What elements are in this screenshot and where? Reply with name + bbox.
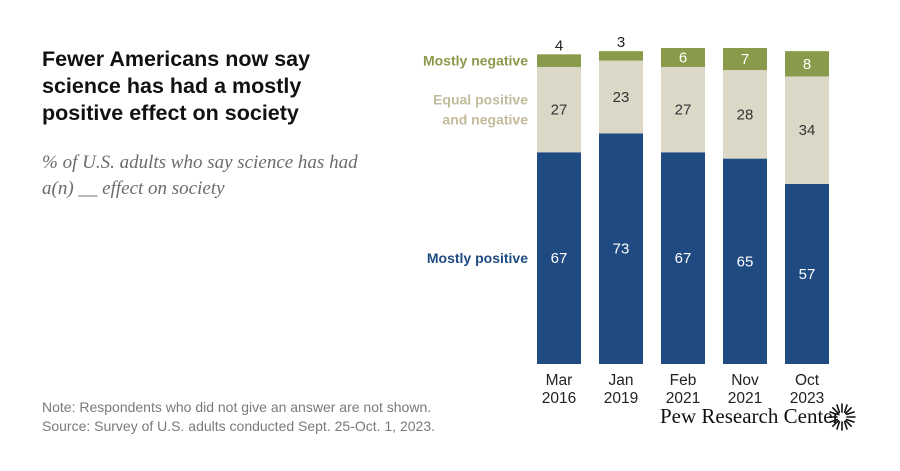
bar-segment-mostly-negative [661,48,705,67]
data-label: 27 [675,102,692,119]
data-label: 3 [617,34,625,51]
x-tick-label: 2023 [790,390,824,407]
data-label: 23 [613,89,630,106]
bar-segment-mostly-negative [599,51,643,61]
x-tick-label: Feb [670,372,697,389]
legend-label-equal-positive-and-negative: and negative [442,112,528,128]
bar-segment-equal-positive-and-negative [599,60,643,134]
bar-segment-mostly-positive [537,152,581,364]
bar-segment-equal-positive-and-negative [537,66,581,153]
data-label: 6 [679,49,687,66]
data-label: 57 [799,266,816,283]
bar-segment-mostly-negative [537,54,581,67]
bar-segment-equal-positive-and-negative [723,70,767,159]
data-label: 28 [737,106,754,123]
bar-segment-mostly-negative [785,51,829,77]
x-tick-label: 2021 [666,390,700,407]
data-label: 65 [737,253,754,270]
chart-title: Fewer Americans now say science has had … [42,47,311,125]
x-tick-label: Oct [795,372,820,389]
bar-segment-mostly-positive [785,183,829,364]
x-tick-label: 2021 [728,390,762,407]
legend-label-mostly-negative: Mostly negative [423,53,528,69]
pew-logo-icon [828,403,856,431]
data-label: 7 [741,51,749,68]
x-tick-label: Mar [546,372,573,389]
bar-segment-mostly-positive [661,152,705,364]
x-tick-label: Nov [731,372,759,389]
bar-segment-mostly-positive [723,158,767,364]
x-tick-label: Jan [609,372,634,389]
legend-label-equal-positive-and-negative: Equal positive [433,92,528,108]
chart-subtitle: % of U.S. adults who say science has had… [42,152,358,199]
data-label: 8 [803,56,811,73]
data-label: 73 [613,241,630,258]
bar-segment-equal-positive-and-negative [785,76,829,184]
bar-segment-equal-positive-and-negative [661,66,705,153]
data-label: 67 [551,250,568,267]
x-tick-label: 2019 [604,390,638,407]
source-text: Source: Survey of U.S. adults conducted … [42,418,435,434]
data-label: 34 [799,122,816,139]
data-label: 4 [555,37,563,54]
note-text: Note: Respondents who did not give an an… [42,399,432,415]
data-label: 67 [675,250,692,267]
legend-label-mostly-positive: Mostly positive [427,250,528,266]
brand-name: Pew Research Center [660,404,840,428]
data-label: 27 [551,102,568,119]
bar-segment-mostly-negative [723,48,767,71]
bar-segment-mostly-positive [599,133,643,364]
x-tick-label: 2016 [542,390,576,407]
footnote: Note: Respondents who did not give an an… [42,398,435,436]
